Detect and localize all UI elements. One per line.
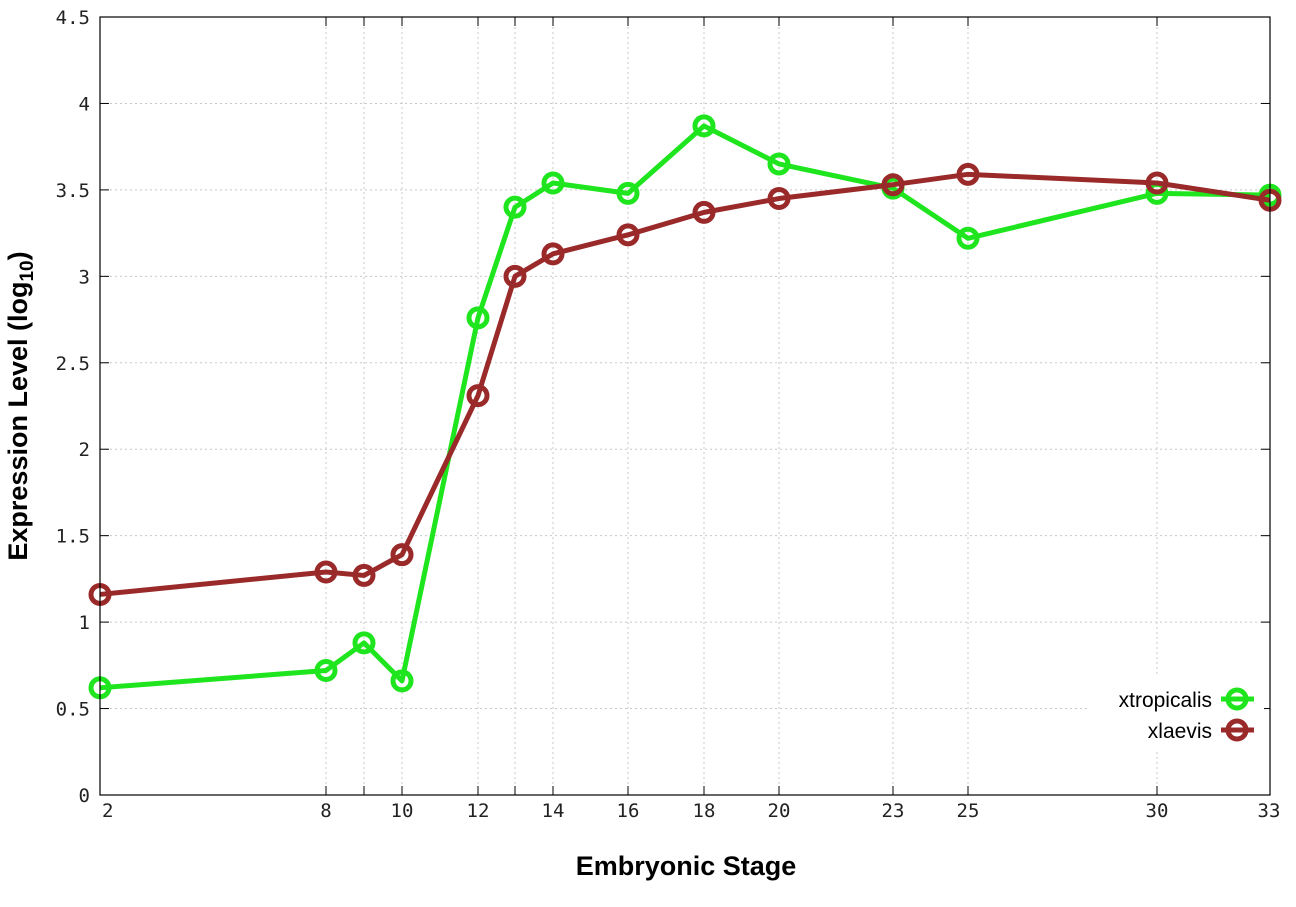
- data-point-xlaevis: [616, 223, 640, 247]
- data-point-xtropicalis: [390, 669, 414, 693]
- y-tick-label: 0: [79, 785, 90, 807]
- data-point-xlaevis: [956, 162, 980, 186]
- x-tick-label: 23: [882, 800, 905, 822]
- legend-label-xlaevis: xlaevis: [1148, 720, 1212, 743]
- plot-frame: [99, 16, 1271, 796]
- data-point-xtropicalis: [314, 659, 338, 683]
- series-lines: [88, 114, 1282, 700]
- data-point-xlaevis: [1145, 171, 1169, 195]
- y-tick-label: 2.5: [56, 353, 90, 375]
- x-tick-label: 12: [467, 800, 490, 822]
- x-tick-label: 2: [102, 800, 113, 822]
- series-line-xlaevis: [99, 171, 1271, 597]
- data-point-xlaevis: [466, 384, 490, 408]
- series-xtropicalis: [88, 114, 1282, 700]
- axis-ticks: 0 0.5 1 1.5 2 2.5 3 3.5 4 4.5 2 8 10 12 14 16 18 20 23 25 30…: [56, 7, 1281, 822]
- data-point-xtropicalis: [956, 226, 980, 250]
- x-tick-label: 20: [768, 800, 791, 822]
- x-axis-title: Embryonic Stage: [576, 851, 797, 881]
- data-point-xlaevis: [352, 563, 376, 587]
- y-axis-title: Expression Level (log10): [3, 251, 38, 560]
- y-tick-label: 0.5: [56, 699, 90, 721]
- y-axis-title-main: Expression Level (log: [3, 282, 33, 561]
- data-point-xtropicalis: [503, 195, 527, 219]
- y-axis-title-sub: 10: [17, 260, 38, 281]
- data-point-xtropicalis: [616, 181, 640, 205]
- series-line-xtropicalis: [99, 123, 1271, 691]
- legend-swatch-marker-xlaevis: [1225, 718, 1249, 742]
- data-point-xlaevis: [390, 543, 414, 567]
- legend-label-xtropicalis: xtropicalis: [1119, 689, 1212, 712]
- legend-swatch-marker-xtropicalis: [1225, 687, 1249, 711]
- x-tick-label: 16: [617, 800, 640, 822]
- y-tick-label: 3: [79, 266, 90, 288]
- data-point-xtropicalis: [466, 306, 490, 330]
- y-tick-label: 4: [79, 93, 90, 115]
- data-point-xlaevis: [881, 173, 905, 197]
- data-point-xlaevis: [503, 264, 527, 288]
- x-tick-label: 30: [1146, 800, 1169, 822]
- x-tick-label: 10: [391, 800, 414, 822]
- y-tick-label: 1: [79, 612, 90, 634]
- series-xlaevis: [88, 162, 1282, 606]
- x-tick-label: 8: [320, 800, 331, 822]
- y-axis-title-close: ): [3, 251, 33, 260]
- y-tick-label: 4.5: [56, 7, 90, 29]
- data-point-xtropicalis: [541, 171, 565, 195]
- grid: [100, 17, 1270, 795]
- x-tick-label: 33: [1258, 800, 1281, 822]
- data-point-xlaevis: [314, 560, 338, 584]
- y-tick-label: 3.5: [56, 180, 90, 202]
- legend: xtropicalis xlaevis: [1088, 676, 1264, 750]
- data-point-xlaevis: [692, 200, 716, 224]
- data-point-xlaevis: [541, 242, 565, 266]
- data-point-xtropicalis: [692, 114, 716, 138]
- y-tick-label: 1.5: [56, 526, 90, 548]
- data-point-xlaevis: [767, 187, 791, 211]
- data-point-xtropicalis: [767, 152, 791, 176]
- x-tick-label: 25: [957, 800, 980, 822]
- x-tick-label: 18: [693, 800, 716, 822]
- x-tick-label: 14: [542, 800, 565, 822]
- y-tick-label: 2: [79, 439, 90, 461]
- data-point-xtropicalis: [352, 631, 376, 655]
